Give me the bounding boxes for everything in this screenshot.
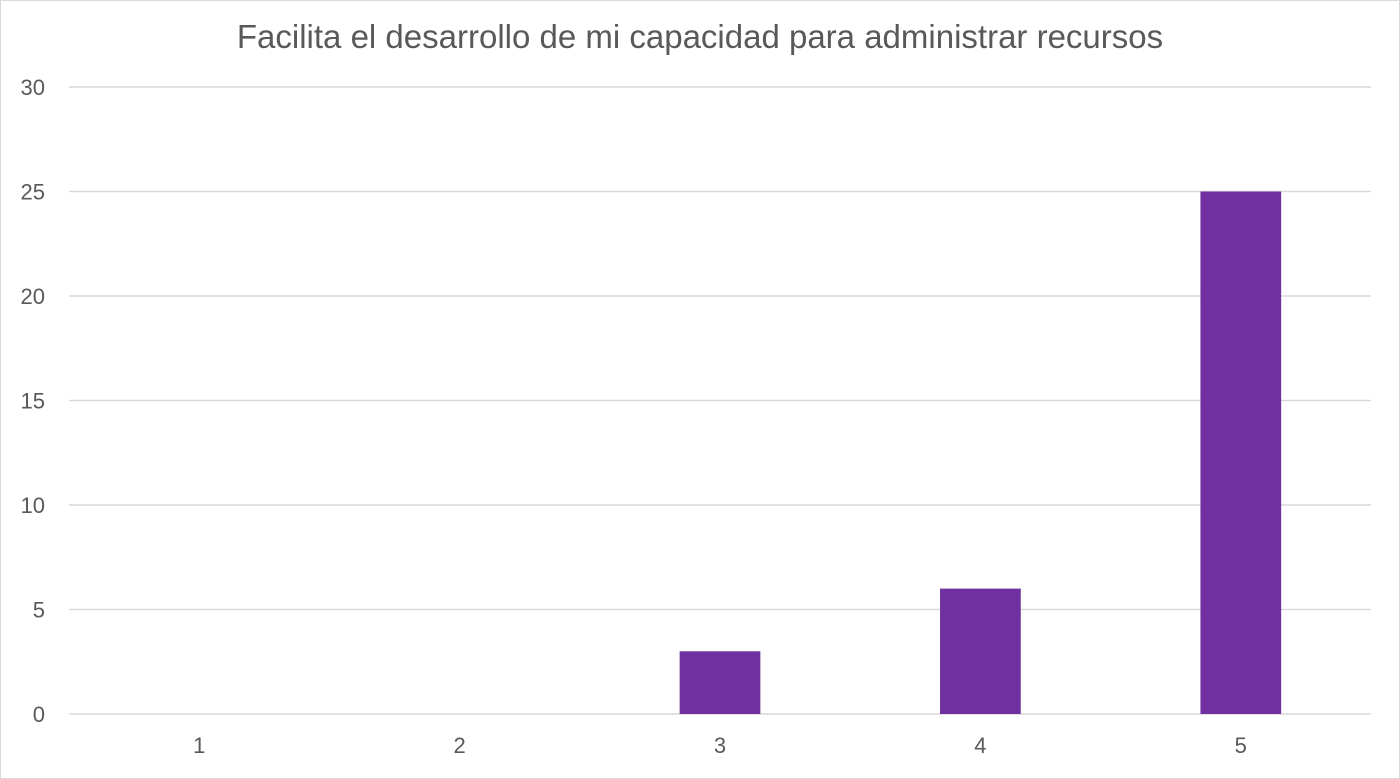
- y-tick-label: 15: [21, 389, 45, 414]
- y-tick-label: 0: [33, 702, 45, 727]
- y-tick-label: 30: [21, 75, 45, 100]
- gridlines: [69, 86, 1371, 715]
- bar-4: [940, 588, 1021, 714]
- y-axis-tick-labels: 0 5 10 15 20 25 30: [21, 75, 45, 727]
- y-tick-label: 25: [21, 180, 45, 205]
- bar-5: [1200, 191, 1282, 714]
- y-tick-label: 10: [21, 493, 45, 518]
- x-tick-label: 2: [453, 733, 465, 758]
- x-tick-label: 1: [193, 733, 205, 758]
- y-tick-label: 20: [21, 284, 45, 309]
- x-tick-label: 5: [1235, 733, 1247, 758]
- y-tick-label: 5: [33, 598, 45, 623]
- chart-title: Facilita el desarrollo de mi capacidad p…: [236, 18, 1164, 55]
- x-tick-label: 3: [714, 733, 726, 758]
- x-tick-label: 4: [974, 733, 986, 758]
- bar-3: [679, 651, 761, 714]
- bars: [679, 191, 1282, 714]
- x-axis-tick-labels: 1 2 3 4 5: [193, 733, 1247, 758]
